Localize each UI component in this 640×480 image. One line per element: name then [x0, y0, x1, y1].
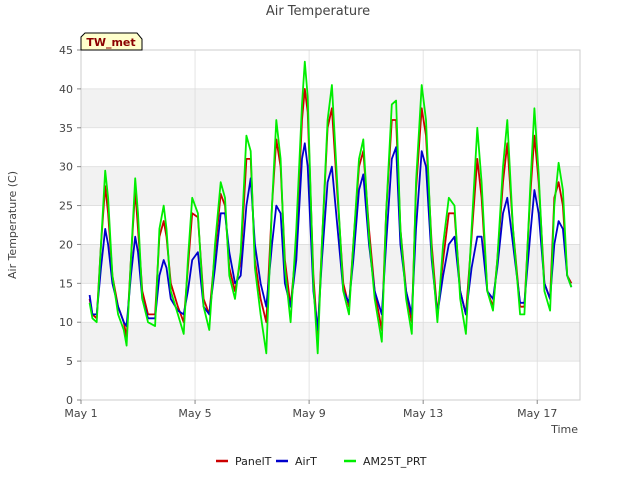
y-tick-label: 0 [66, 394, 73, 407]
background-band [81, 322, 580, 362]
station-badge: TW_met [80, 32, 143, 51]
y-axis-label: Air Temperature (C) [6, 171, 19, 279]
y-tick-label: 15 [59, 277, 73, 290]
y-tick-label: 20 [59, 238, 73, 251]
y-tick-label: 5 [66, 355, 73, 368]
legend-label-am25t-prt: AM25T_PRT [363, 455, 427, 468]
y-tick-label: 35 [59, 122, 73, 135]
plot-area-border [80, 49, 581, 401]
series-line-am25t-prt [88, 60, 573, 355]
x-tick-label: May 5 [178, 407, 211, 420]
x-axis-label: Time [550, 423, 578, 436]
legend: PanelT AirT AM25T_PRT [216, 455, 427, 468]
x-tick-label: May 13 [403, 407, 443, 420]
y-tick-label: 45 [59, 44, 73, 57]
y-tick-label: 25 [59, 200, 73, 213]
legend-label-panelt: PanelT [235, 455, 272, 468]
legend-label-airt: AirT [295, 455, 317, 468]
y-axis-ticks: 0 5 10 15 20 25 30 35 40 45 [59, 44, 81, 407]
y-tick-label: 30 [59, 161, 73, 174]
chart-title: Air Temperature [266, 4, 370, 19]
x-axis-ticks: May 1 May 5 May 9 May 13 May 17 [64, 400, 557, 420]
station-badge-label: TW_met [86, 36, 135, 49]
x-tick-label: May 1 [64, 407, 97, 420]
y-tick-label: 10 [59, 316, 73, 329]
series-lines [88, 60, 573, 355]
y-tick-label: 40 [59, 83, 73, 96]
x-tick-label: May 17 [517, 407, 557, 420]
station-badge-shape [80, 32, 143, 51]
background-band [81, 244, 580, 284]
x-tick-label: May 9 [292, 407, 325, 420]
